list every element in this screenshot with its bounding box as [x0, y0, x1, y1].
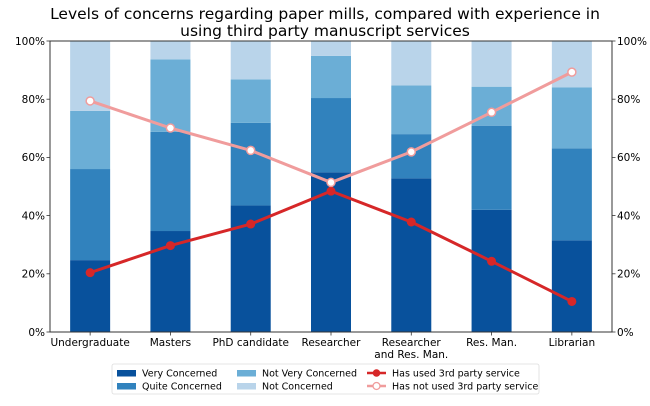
y-tick-label-right: 20%: [617, 269, 640, 281]
y-tick-label-left: 20%: [22, 269, 45, 281]
x-tick-label: Researcher: [302, 337, 362, 349]
bar-segment-not-very-concerned: [311, 55, 351, 99]
y-tick-label-left: 60%: [22, 152, 45, 164]
bar-segment-quite-concerned: [150, 131, 191, 232]
y-tick-label-left: 100%: [15, 36, 45, 48]
legend-swatch-quite-concerned: [117, 383, 136, 390]
x-tick-label: Librarian: [549, 337, 596, 349]
bar-segment-quite-concerned: [70, 169, 111, 261]
point-has-not-used-3rd-party-service: [165, 123, 176, 133]
bar-segment-not-concerned: [150, 41, 191, 60]
legend-label-has-not-used-3rd-party-service: Has not used 3rd party service: [392, 382, 539, 393]
bar-segment-not-concerned: [471, 41, 512, 87]
legend: Very Concerned Quite Concerned Not Very Co…: [111, 363, 540, 395]
point-has-used-3rd-party-service: [246, 219, 256, 229]
point-has-used-3rd-party-service: [165, 241, 175, 251]
bar-segment-not-very-concerned: [230, 79, 271, 123]
legend-label-not-concerned: Not Concerned: [262, 382, 333, 393]
point-has-not-used-3rd-party-service: [85, 96, 95, 106]
legend-swatch-not-very-concerned: [237, 370, 256, 377]
x-tick-label: PhD candidate: [212, 337, 289, 349]
y-tick-label-right: 80%: [617, 94, 640, 106]
legend-swatch-not-concerned: [237, 383, 256, 390]
point-has-used-3rd-party-service: [326, 186, 336, 196]
bar-segment-not-concerned: [230, 41, 271, 80]
y-tick-label-left: 40%: [22, 210, 45, 222]
point-has-not-used-3rd-party-service: [567, 67, 577, 77]
point-has-not-used-3rd-party-service: [406, 147, 417, 157]
bar-segment-not-concerned: [391, 41, 432, 86]
point-has-used-3rd-party-service: [487, 256, 497, 266]
bar-segment-not-very-concerned: [551, 87, 592, 149]
legend-frame: [111, 363, 540, 395]
bar-segment-quite-concerned: [311, 98, 351, 173]
point-has-not-used-3rd-party-service: [245, 145, 256, 156]
legend-label-quite-concerned: Quite Concerned: [142, 382, 222, 393]
y-tick-label-right: 60%: [617, 152, 640, 164]
x-tick-label: Undergraduate: [50, 337, 129, 349]
chart-title-line-2: using third party manuscript services: [180, 22, 470, 40]
point-has-used-3rd-party-service: [567, 296, 577, 306]
point-has-not-used-3rd-party-service: [326, 177, 336, 188]
bar-segment-very-concerned: [391, 178, 432, 332]
legend-label-not-very-concerned: Not Very Concerned: [262, 369, 357, 380]
x-tick-label: Masters: [150, 337, 191, 349]
chart-title: Levels of concerns regarding paper mills…: [50, 5, 600, 40]
y-tick-label-left: 0%: [28, 327, 45, 339]
point-has-used-3rd-party-service: [85, 268, 95, 278]
y-tick-label-right: 100%: [617, 36, 647, 48]
legend-label-has-used-3rd-party-service: Has used 3rd party service: [392, 369, 520, 380]
y-tick-label-right: 0%: [617, 327, 634, 339]
chart-title-line-1: Levels of concerns regarding paper mills…: [50, 5, 600, 23]
point-has-not-used-3rd-party-service: [486, 107, 497, 118]
legend-marker-has-used-3rd-party-service: [372, 369, 381, 377]
point-has-used-3rd-party-service: [406, 217, 416, 227]
x-tick-label: Res. Man.: [466, 337, 517, 349]
bar-segment-quite-concerned: [230, 122, 271, 206]
y-tick-label-right: 40%: [617, 210, 640, 222]
bar-segment-not-concerned: [311, 41, 351, 56]
x-tick-label: Researcher: [382, 337, 442, 349]
legend-label-very-concerned: Very Concerned: [142, 369, 217, 380]
lines-layer: [85, 67, 577, 306]
bar-segment-quite-concerned: [551, 148, 592, 241]
x-tick-label: and Res. Man.: [374, 349, 448, 361]
bar-segment-quite-concerned: [471, 125, 512, 210]
y-tick-label-left: 80%: [22, 94, 45, 106]
bar-segment-very-concerned: [311, 172, 351, 332]
bar-segment-very-concerned: [471, 209, 512, 332]
legend-swatch-very-concerned: [117, 370, 136, 377]
axes: 0% 0% 20% 20% 40% 40% 60% 60% 80% 80% 100% 100% Unde…: [15, 36, 647, 361]
bar-segment-very-concerned: [551, 240, 592, 332]
bar-segment-not-very-concerned: [391, 85, 432, 135]
legend-marker-has-not-used-3rd-party-service: [372, 381, 381, 391]
bar-segment-not-very-concerned: [70, 110, 111, 170]
bar-segment-not-very-concerned: [150, 59, 191, 132]
